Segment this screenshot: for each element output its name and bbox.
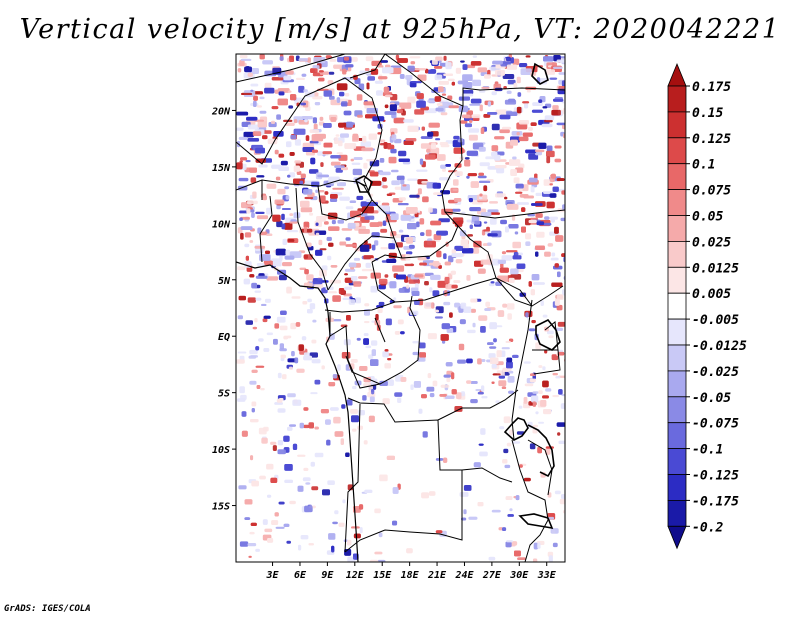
x-tick-label: 21E: [427, 570, 447, 581]
legend-color-box: [667, 448, 687, 475]
legend-color-box: [667, 189, 687, 216]
x-tick-label: 9E: [321, 570, 334, 581]
legend-label: -0.125: [692, 469, 739, 484]
border-line: [532, 349, 561, 375]
legend-label: -0.1: [692, 443, 723, 458]
x-tick-label: 33E: [537, 570, 557, 581]
legend-label: 0.075: [692, 184, 731, 199]
legend-color-box: [667, 85, 687, 113]
border-line: [401, 225, 459, 259]
x-tick-label: 30E: [509, 570, 529, 581]
legend-label: 0.0125: [692, 261, 739, 276]
legend-color-box: [667, 525, 687, 550]
velocity-field: [236, 54, 565, 562]
legend-label: 0.005: [692, 287, 731, 302]
y-tick-label: 20N: [211, 106, 231, 117]
legend-color-box: [667, 215, 687, 242]
legend-label: -0.2: [692, 520, 723, 535]
y-tick-label: 10N: [212, 219, 231, 230]
border-line: [544, 321, 559, 351]
border-line: [374, 317, 386, 343]
x-tick-label: 18E: [401, 570, 420, 581]
y-tick-label: 15S: [212, 502, 230, 513]
x-tick-label: 27E: [482, 570, 502, 581]
legend-label: -0.0125: [692, 339, 747, 354]
border-line: [495, 277, 533, 307]
legend-label: -0.05: [692, 391, 731, 406]
border-line: [371, 254, 403, 263]
lake-outline: [355, 175, 373, 193]
border-line: [371, 261, 497, 303]
border-line: [236, 77, 403, 259]
legend-color-box: [667, 62, 687, 87]
legend-color-box: [667, 137, 687, 165]
border-line: [317, 185, 373, 221]
x-tick-label: 24E: [454, 570, 474, 581]
legend-label: -0.175: [692, 494, 739, 509]
border-line: [444, 209, 565, 219]
border-line: [437, 389, 519, 421]
border-line: [462, 87, 565, 106]
legend-label: 0.15: [692, 106, 723, 121]
legend-color-box: [667, 266, 687, 294]
lake-outline: [531, 62, 549, 85]
border-line: [461, 467, 513, 483]
border-line: [324, 301, 396, 313]
x-tick-label: 12E: [346, 570, 365, 581]
legend-label: 0.025: [692, 235, 731, 250]
border-line: [259, 195, 273, 263]
legend-color-box: [667, 111, 687, 139]
y-tick-label: 5N: [218, 276, 231, 287]
legend-label: -0.075: [692, 417, 739, 432]
grads-credit: GrADS: IGES/COLA: [4, 604, 91, 614]
y-tick-label: 10S: [212, 445, 230, 456]
border-line: [511, 439, 549, 562]
legend-color-box: [667, 396, 687, 424]
legend-label: 0.05: [692, 210, 723, 225]
lake-outline: [518, 513, 554, 530]
lake-outline: [503, 417, 529, 441]
legend-label: 0.125: [692, 132, 731, 147]
legend-label: -0.005: [692, 313, 739, 328]
chart-title: Vertical velocity [m/s] at 925hPa, VT: 2…: [19, 14, 781, 45]
y-tick-label: 5S: [218, 389, 230, 400]
axis-ticks: 3E 6E 9E 12E 15E 18E 21E 24E 27E 30E 33E 20N 15N 10N 5…: [211, 106, 557, 581]
legend-color-box: [667, 499, 687, 527]
legend-color-box: [667, 422, 687, 450]
x-tick-label: 15E: [373, 570, 392, 581]
map-frame: [235, 53, 566, 563]
y-tick-label: 15N: [212, 163, 231, 174]
legend-color-box: [667, 370, 687, 398]
legend-color-box: [667, 344, 687, 372]
legend-color-box: [667, 292, 687, 320]
y-tick-label: EQ: [218, 332, 230, 343]
legend-label: 0.1: [692, 158, 715, 173]
border-line: [327, 235, 395, 291]
legend-color-box: [667, 163, 687, 190]
legend-label: -0.025: [692, 365, 739, 380]
country-borders: [236, 54, 565, 562]
border-line: [295, 187, 329, 291]
legend-color-box: [667, 240, 687, 268]
lake-outline: [535, 318, 561, 351]
coastline: [236, 261, 359, 562]
legend-color-box: [667, 318, 687, 346]
x-tick-label: 6E: [294, 570, 307, 581]
border-line: [345, 355, 381, 385]
border-line: [527, 439, 553, 496]
border-line: [236, 54, 346, 83]
legend-label: 0.175: [692, 80, 731, 95]
x-tick-label: 3E: [266, 570, 280, 581]
border-line: [349, 54, 386, 79]
legend-color-box: [667, 474, 687, 501]
lake-outline: [527, 424, 555, 478]
border-line: [357, 181, 373, 201]
